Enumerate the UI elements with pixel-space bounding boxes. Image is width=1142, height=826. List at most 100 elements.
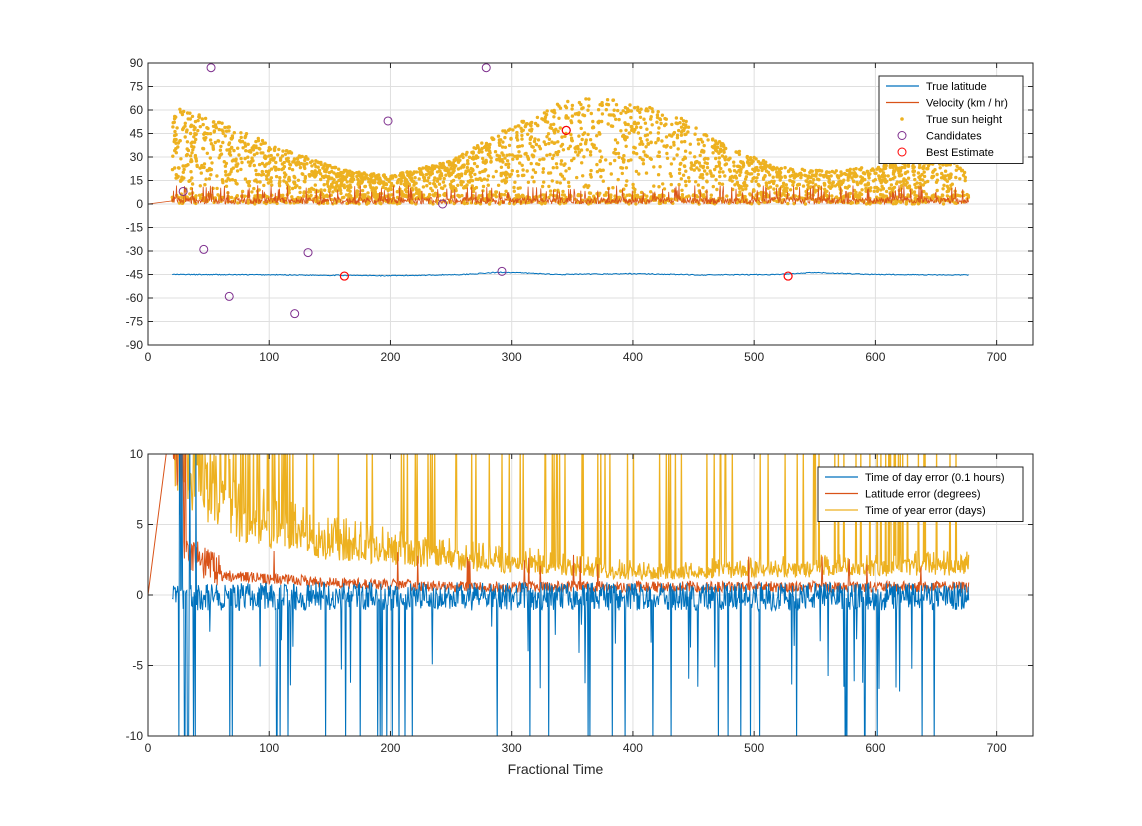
sun-height-point <box>174 115 178 119</box>
sun-height-point <box>176 166 181 170</box>
sun-height-point <box>290 168 295 172</box>
sun-height-point <box>194 132 198 137</box>
sun-height-point <box>652 165 656 169</box>
sun-height-point <box>238 139 242 143</box>
sun-height-point <box>447 159 451 164</box>
sun-height-point <box>425 184 429 188</box>
sun-height-point <box>705 172 709 176</box>
sun-height-point <box>400 194 405 198</box>
sun-height-point <box>633 127 637 132</box>
sun-height-point <box>646 109 650 113</box>
sun-height-point <box>393 173 397 178</box>
sun-height-point <box>619 129 623 133</box>
sun-height-point <box>210 161 214 165</box>
sun-height-point <box>922 170 926 174</box>
sun-height-point <box>465 150 469 155</box>
sun-height-point <box>830 183 834 188</box>
legend-item: True sun height <box>900 114 1002 126</box>
sun-height-point <box>650 123 654 127</box>
sun-height-point <box>461 152 465 156</box>
sun-height-point <box>714 178 718 182</box>
sun-height-point <box>589 111 593 116</box>
sun-height-point <box>183 124 187 128</box>
sun-height-point <box>893 175 897 179</box>
legend-dot-swatch <box>900 117 904 121</box>
sun-height-point <box>220 128 224 132</box>
sun-height-point <box>533 137 537 141</box>
sun-height-point <box>942 183 946 187</box>
sun-height-point <box>717 181 722 186</box>
sun-height-point <box>552 115 556 119</box>
sun-height-point <box>781 184 785 188</box>
sun-height-point <box>449 166 453 171</box>
sun-height-point <box>771 175 775 179</box>
sun-height-point <box>726 158 731 162</box>
data-layer <box>148 454 970 736</box>
sun-height-point <box>507 153 512 157</box>
sun-height-point <box>675 153 679 157</box>
sun-height-point <box>849 201 853 205</box>
sun-height-point <box>359 174 363 178</box>
sun-height-point <box>345 180 349 184</box>
sun-height-point <box>363 184 367 189</box>
sun-height-point <box>537 144 541 149</box>
legend-item: Best Estimate <box>897 147 994 159</box>
sun-height-point <box>186 117 190 121</box>
sun-height-point <box>656 138 660 142</box>
y-tick-label: 90 <box>130 56 144 70</box>
sun-height-point <box>641 142 645 146</box>
sun-height-point <box>627 131 631 135</box>
sun-height-point <box>225 148 229 152</box>
sun-height-point <box>622 154 626 158</box>
sun-height-point <box>454 174 458 179</box>
sun-height-point <box>613 158 617 163</box>
sun-height-point <box>260 161 265 166</box>
sun-height-point <box>633 106 637 110</box>
sun-height-point <box>696 142 701 146</box>
sun-height-point <box>681 173 686 177</box>
sun-height-point <box>228 153 233 157</box>
time-of-year-error-line <box>172 454 970 582</box>
sun-height-point <box>761 177 766 181</box>
sun-height-point <box>564 114 568 118</box>
sun-height-point <box>530 175 534 179</box>
sun-height-point <box>629 115 633 120</box>
y-tick-label: -10 <box>126 729 144 743</box>
sun-height-point <box>723 174 727 178</box>
sun-height-point <box>208 156 212 160</box>
sun-height-point <box>549 123 553 127</box>
sun-height-point <box>632 190 637 194</box>
sun-height-point <box>830 169 834 174</box>
sun-height-point <box>563 104 568 108</box>
sun-height-point <box>886 174 890 178</box>
sun-height-point <box>211 144 215 148</box>
sun-height-point <box>274 165 278 170</box>
sun-height-point <box>912 190 917 194</box>
sun-height-point <box>786 201 790 206</box>
sun-height-point <box>827 180 831 184</box>
sun-height-point <box>806 183 810 187</box>
sun-height-point <box>330 185 335 189</box>
sun-height-point <box>675 121 680 126</box>
sun-height-point <box>192 140 197 144</box>
sun-height-point <box>212 120 216 124</box>
sun-height-point <box>954 201 959 205</box>
sun-height-point <box>220 195 225 200</box>
sun-height-point <box>549 126 554 130</box>
sun-height-point <box>756 172 760 177</box>
sun-height-point <box>597 119 601 124</box>
sun-height-point <box>945 194 950 198</box>
sun-height-point <box>306 157 310 161</box>
sun-height-point <box>574 112 578 116</box>
sun-height-point <box>825 170 829 174</box>
sun-height-point <box>252 153 257 157</box>
bottom-plot: 0 100 200 300 400 500 600 700 10 5 0 -5 -10 Fractiona… <box>126 447 1034 777</box>
sun-height-point <box>180 112 185 117</box>
sun-height-point <box>325 167 329 172</box>
sun-height-point <box>557 116 561 121</box>
sun-height-point <box>510 153 514 157</box>
sun-height-point <box>755 176 759 180</box>
sun-height-point <box>387 179 391 184</box>
sun-height-point <box>400 172 405 176</box>
sun-height-point <box>264 169 268 174</box>
